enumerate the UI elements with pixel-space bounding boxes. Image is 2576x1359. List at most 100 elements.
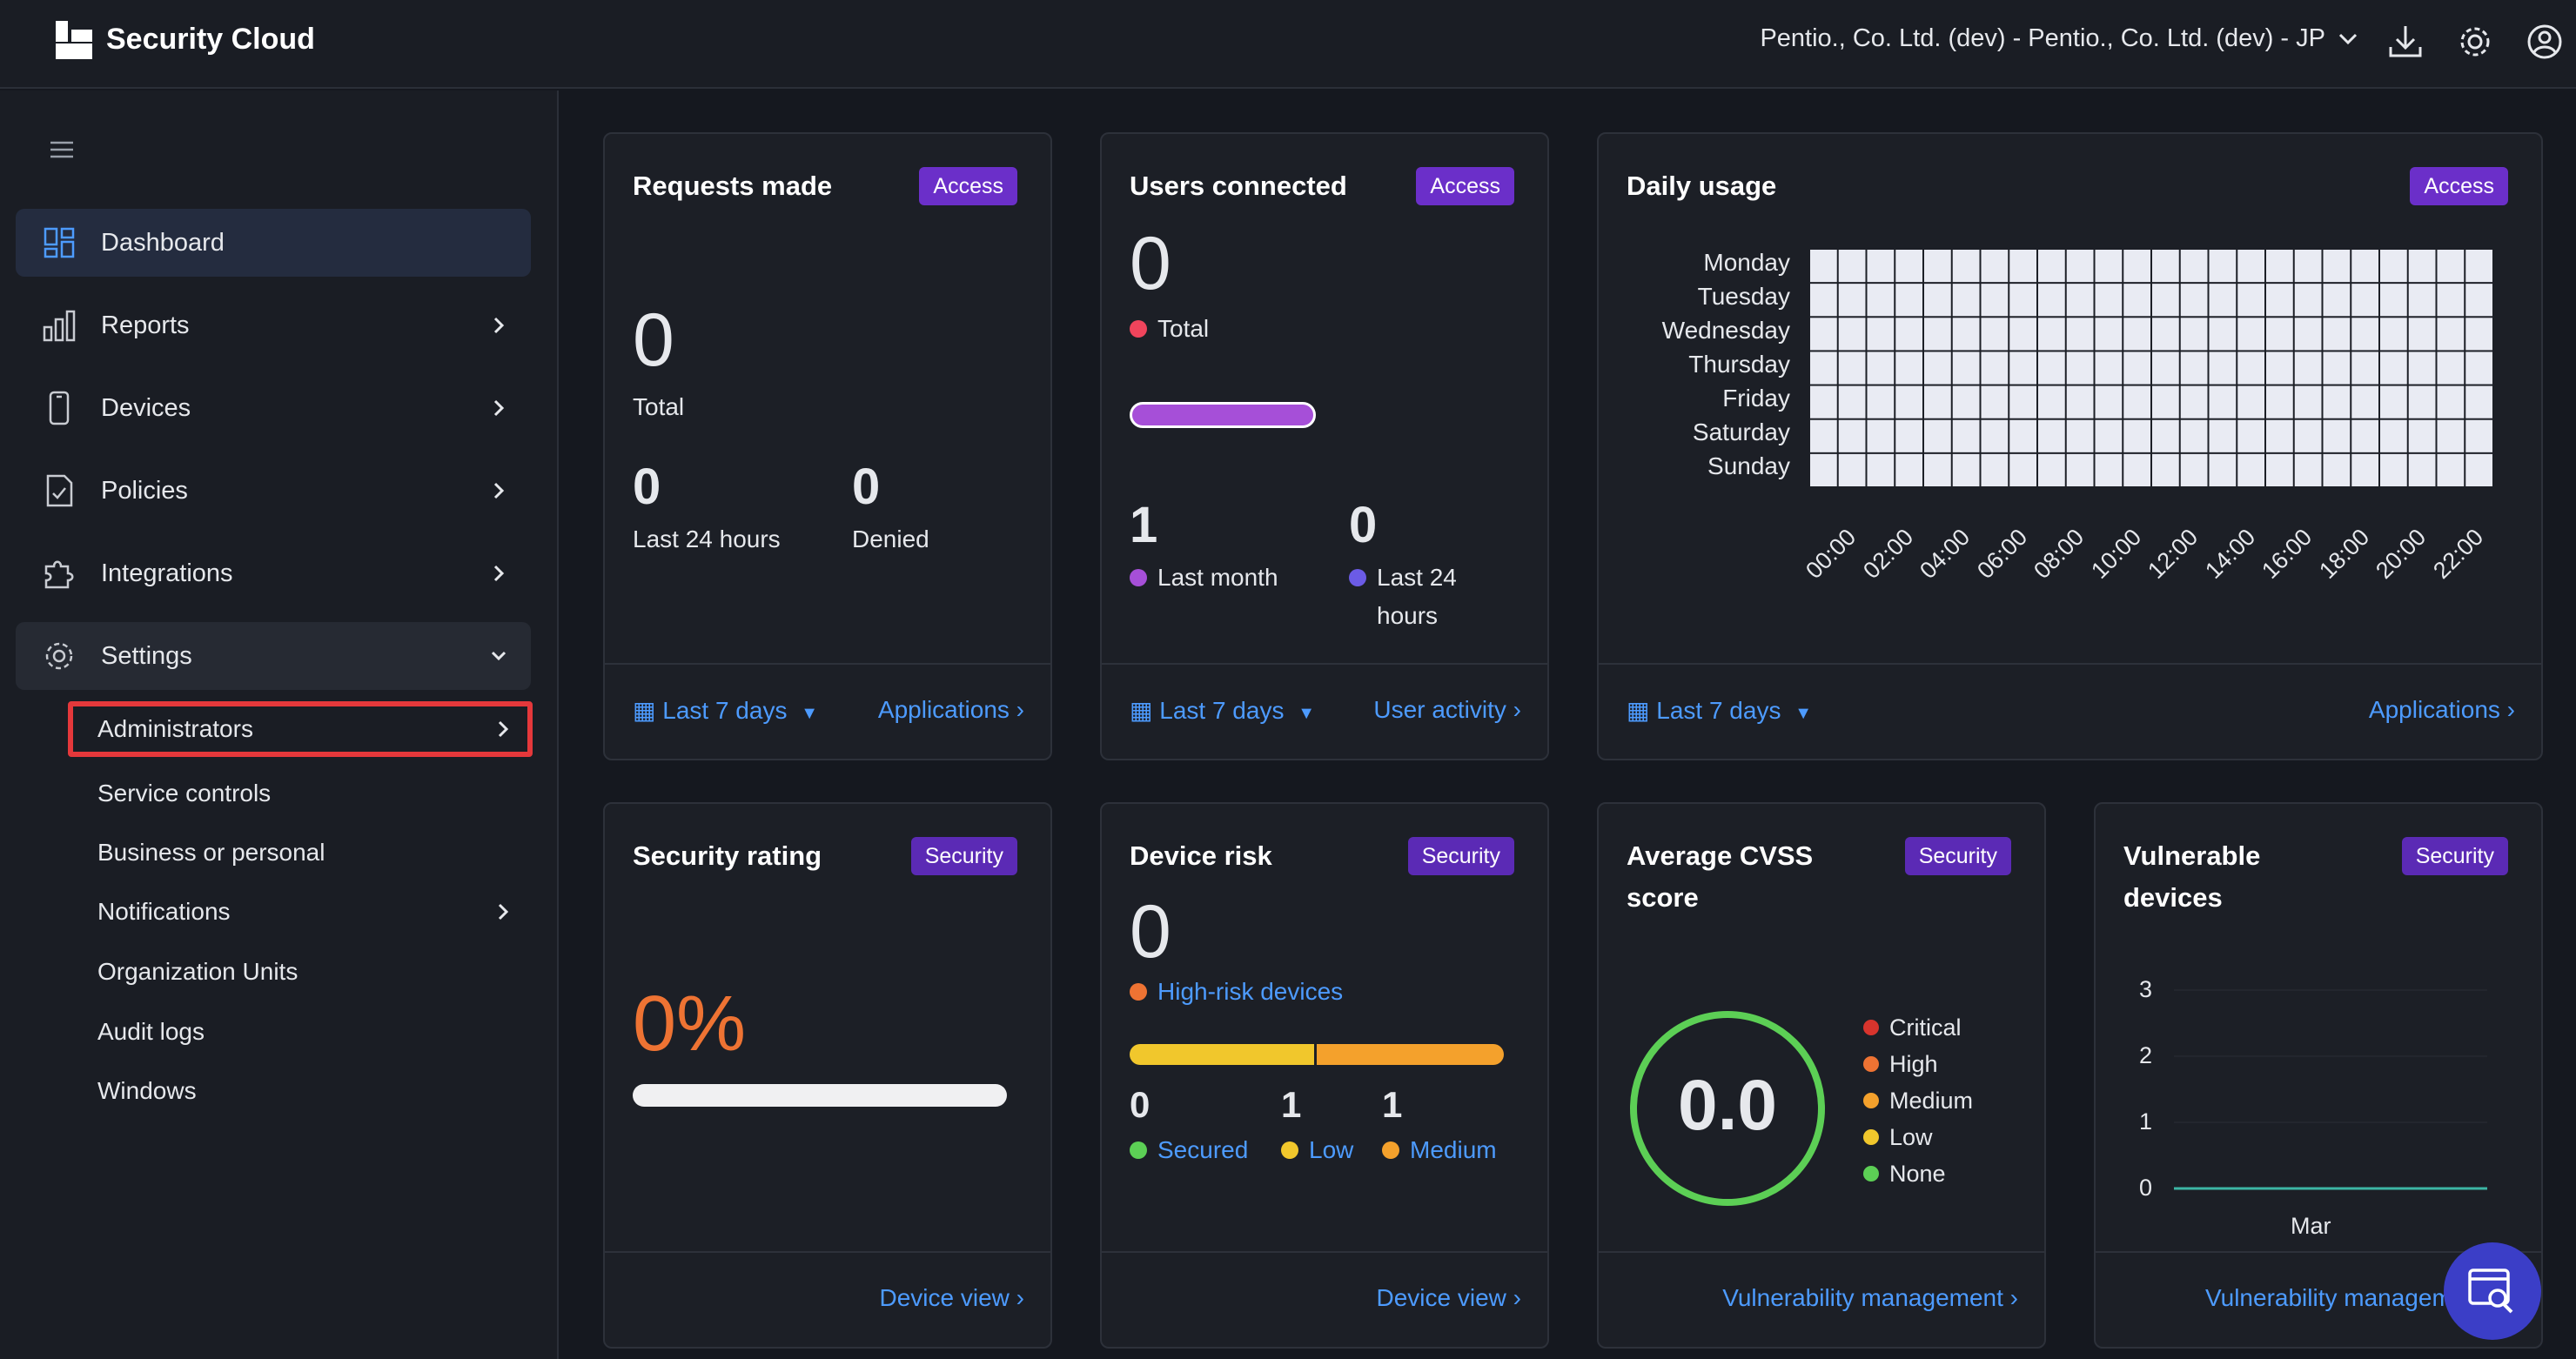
heatmap-cell (1924, 284, 1951, 317)
heatmap-cell (1810, 351, 1837, 385)
phone-icon (49, 391, 70, 425)
status-dot (1130, 319, 1147, 338)
vulnerability-management-link[interactable]: Vulnerability management › (1722, 1284, 2018, 1311)
heatmap-cell (2009, 385, 2036, 418)
heatmap-cell (1838, 351, 1866, 385)
settings-sub-business-or-personal[interactable]: Business or personal (68, 825, 533, 880)
organization-selector[interactable]: Pentio., Co. Ltd. (dev) - Pentio., Co. L… (1760, 24, 2358, 53)
settings-sub-windows[interactable]: Windows (68, 1063, 533, 1119)
heatmap-cell (2437, 419, 2465, 452)
heatmap-cell (2380, 385, 2407, 418)
heatmap-cell (2408, 318, 2436, 351)
title-line: Average CVSS (1627, 840, 1814, 871)
calendar-icon: ▦ (1627, 697, 1650, 724)
card-title: Device risk (1130, 840, 1272, 871)
access-badge: Access (919, 167, 1017, 205)
sidebar-item-integrations[interactable]: Integrations (16, 539, 531, 607)
legend-item: Medium (1863, 1088, 1973, 1115)
heatmap-cell (1895, 453, 1922, 486)
period-dropdown[interactable]: ▦ Last 7 days ▼ (1627, 696, 1812, 725)
heatmap-cell (2095, 419, 2123, 452)
hour-label: 22:00 (2427, 524, 2488, 584)
heatmap-cell (2351, 284, 2378, 317)
card-footer: Device view › (1102, 1251, 1547, 1347)
heatmap-cell (1924, 351, 1951, 385)
requests-denied-value: 0 (852, 459, 881, 515)
heatmap-cell (2038, 318, 2065, 351)
label-text: Last month (1157, 564, 1278, 591)
heatmap-cell (2209, 351, 2237, 385)
applications-link[interactable]: Applications › (877, 696, 1024, 723)
user-account-icon[interactable] (2526, 23, 2564, 61)
chevron-right-icon (498, 720, 509, 738)
settings-sub-service-controls[interactable]: Service controls (68, 766, 533, 821)
access-badge: Access (2410, 167, 2508, 205)
day-label: Saturday (1692, 418, 1790, 445)
heatmap-cell (2351, 250, 2378, 283)
status-dot (1382, 1141, 1399, 1159)
high-risk-devices-link[interactable]: High-risk devices (1130, 978, 1343, 1006)
heatmap-cell (2009, 419, 2036, 452)
legend-item: None (1863, 1161, 1946, 1188)
heatmap-cell (2095, 385, 2123, 418)
settings-sub-organization-units[interactable]: Organization Units (68, 944, 533, 1000)
sidebar-item-devices[interactable]: Devices (16, 374, 531, 442)
card-title: Security rating (633, 840, 822, 871)
chevron-down-icon (2338, 33, 2358, 44)
heatmap-cell (2351, 453, 2378, 486)
support-chat-button[interactable] (2444, 1242, 2541, 1340)
link-label: User activity (1373, 696, 1506, 723)
day-label: Sunday (1707, 452, 1790, 479)
device-risk-bar-medium (1317, 1044, 1504, 1065)
link-label: Device view (879, 1284, 1010, 1311)
period-dropdown[interactable]: ▦ Last 7 days ▼ (633, 696, 818, 725)
heatmap-cell (2237, 250, 2264, 283)
settings-sub-administrators[interactable]: Administrators (68, 701, 533, 757)
device-view-link[interactable]: Device view › (879, 1284, 1025, 1311)
heatmap-cell (2066, 385, 2094, 418)
download-icon[interactable] (2386, 23, 2425, 61)
sidebar-item-settings[interactable]: Settings (16, 622, 531, 690)
card-title: Requests made (633, 171, 833, 201)
card-title: Average CVSS score (1627, 835, 1813, 919)
sidebar-item-reports[interactable]: Reports (16, 291, 531, 359)
applications-link[interactable]: Applications › (2368, 696, 2515, 723)
low-link[interactable]: Low (1281, 1136, 1353, 1164)
brand-name: Security Cloud (106, 23, 315, 56)
heatmap-cell (2066, 250, 2094, 283)
device-view-link[interactable]: Device view › (1376, 1284, 1522, 1311)
heatmap-cell (2066, 318, 2094, 351)
period-label: Last 7 days (1656, 697, 1781, 724)
heatmap-cell (1924, 419, 1951, 452)
heatmap-cell (1867, 318, 1895, 351)
hour-label: 04:00 (1915, 524, 1976, 584)
security-badge: Security (910, 837, 1017, 875)
gear-icon[interactable] (2456, 23, 2494, 61)
heatmap-cell (2123, 250, 2150, 283)
heatmap-cell (1895, 250, 1922, 283)
medium-link[interactable]: Medium (1382, 1136, 1497, 1164)
heatmap-cell (1981, 419, 2009, 452)
vulnerability-management-link[interactable]: Vulnerability managem (2205, 1284, 2452, 1312)
period-dropdown[interactable]: ▦ Last 7 days ▼ (1130, 696, 1315, 725)
device-risk-card: Device risk Security 0 High-risk devices… (1100, 802, 1549, 1349)
cvss-gauge (1630, 1011, 1825, 1206)
settings-sub-notifications[interactable]: Notifications (68, 884, 533, 940)
sidebar-item-dashboard[interactable]: Dashboard (16, 209, 531, 277)
hour-label: 12:00 (2143, 524, 2204, 584)
heatmap-cell (2408, 250, 2436, 283)
heatmap-cell (2380, 318, 2407, 351)
sidebar-item-policies[interactable]: Policies (16, 457, 531, 525)
heatmap-cell (2009, 250, 2036, 283)
user-activity-link[interactable]: User activity › (1373, 696, 1521, 723)
heatmap-cell (1838, 284, 1866, 317)
chevron-down-icon (491, 651, 506, 661)
heatmap-cell (2294, 453, 2322, 486)
secured-link[interactable]: Secured (1130, 1136, 1248, 1164)
caret-down-icon: ▼ (801, 704, 819, 723)
settings-sub-audit-logs[interactable]: Audit logs (68, 1004, 533, 1060)
menu-toggle-icon[interactable] (49, 139, 75, 160)
sub-item-label: Service controls (97, 780, 272, 807)
heatmap-cell (1838, 419, 1866, 452)
hour-label: 16:00 (2257, 524, 2318, 584)
